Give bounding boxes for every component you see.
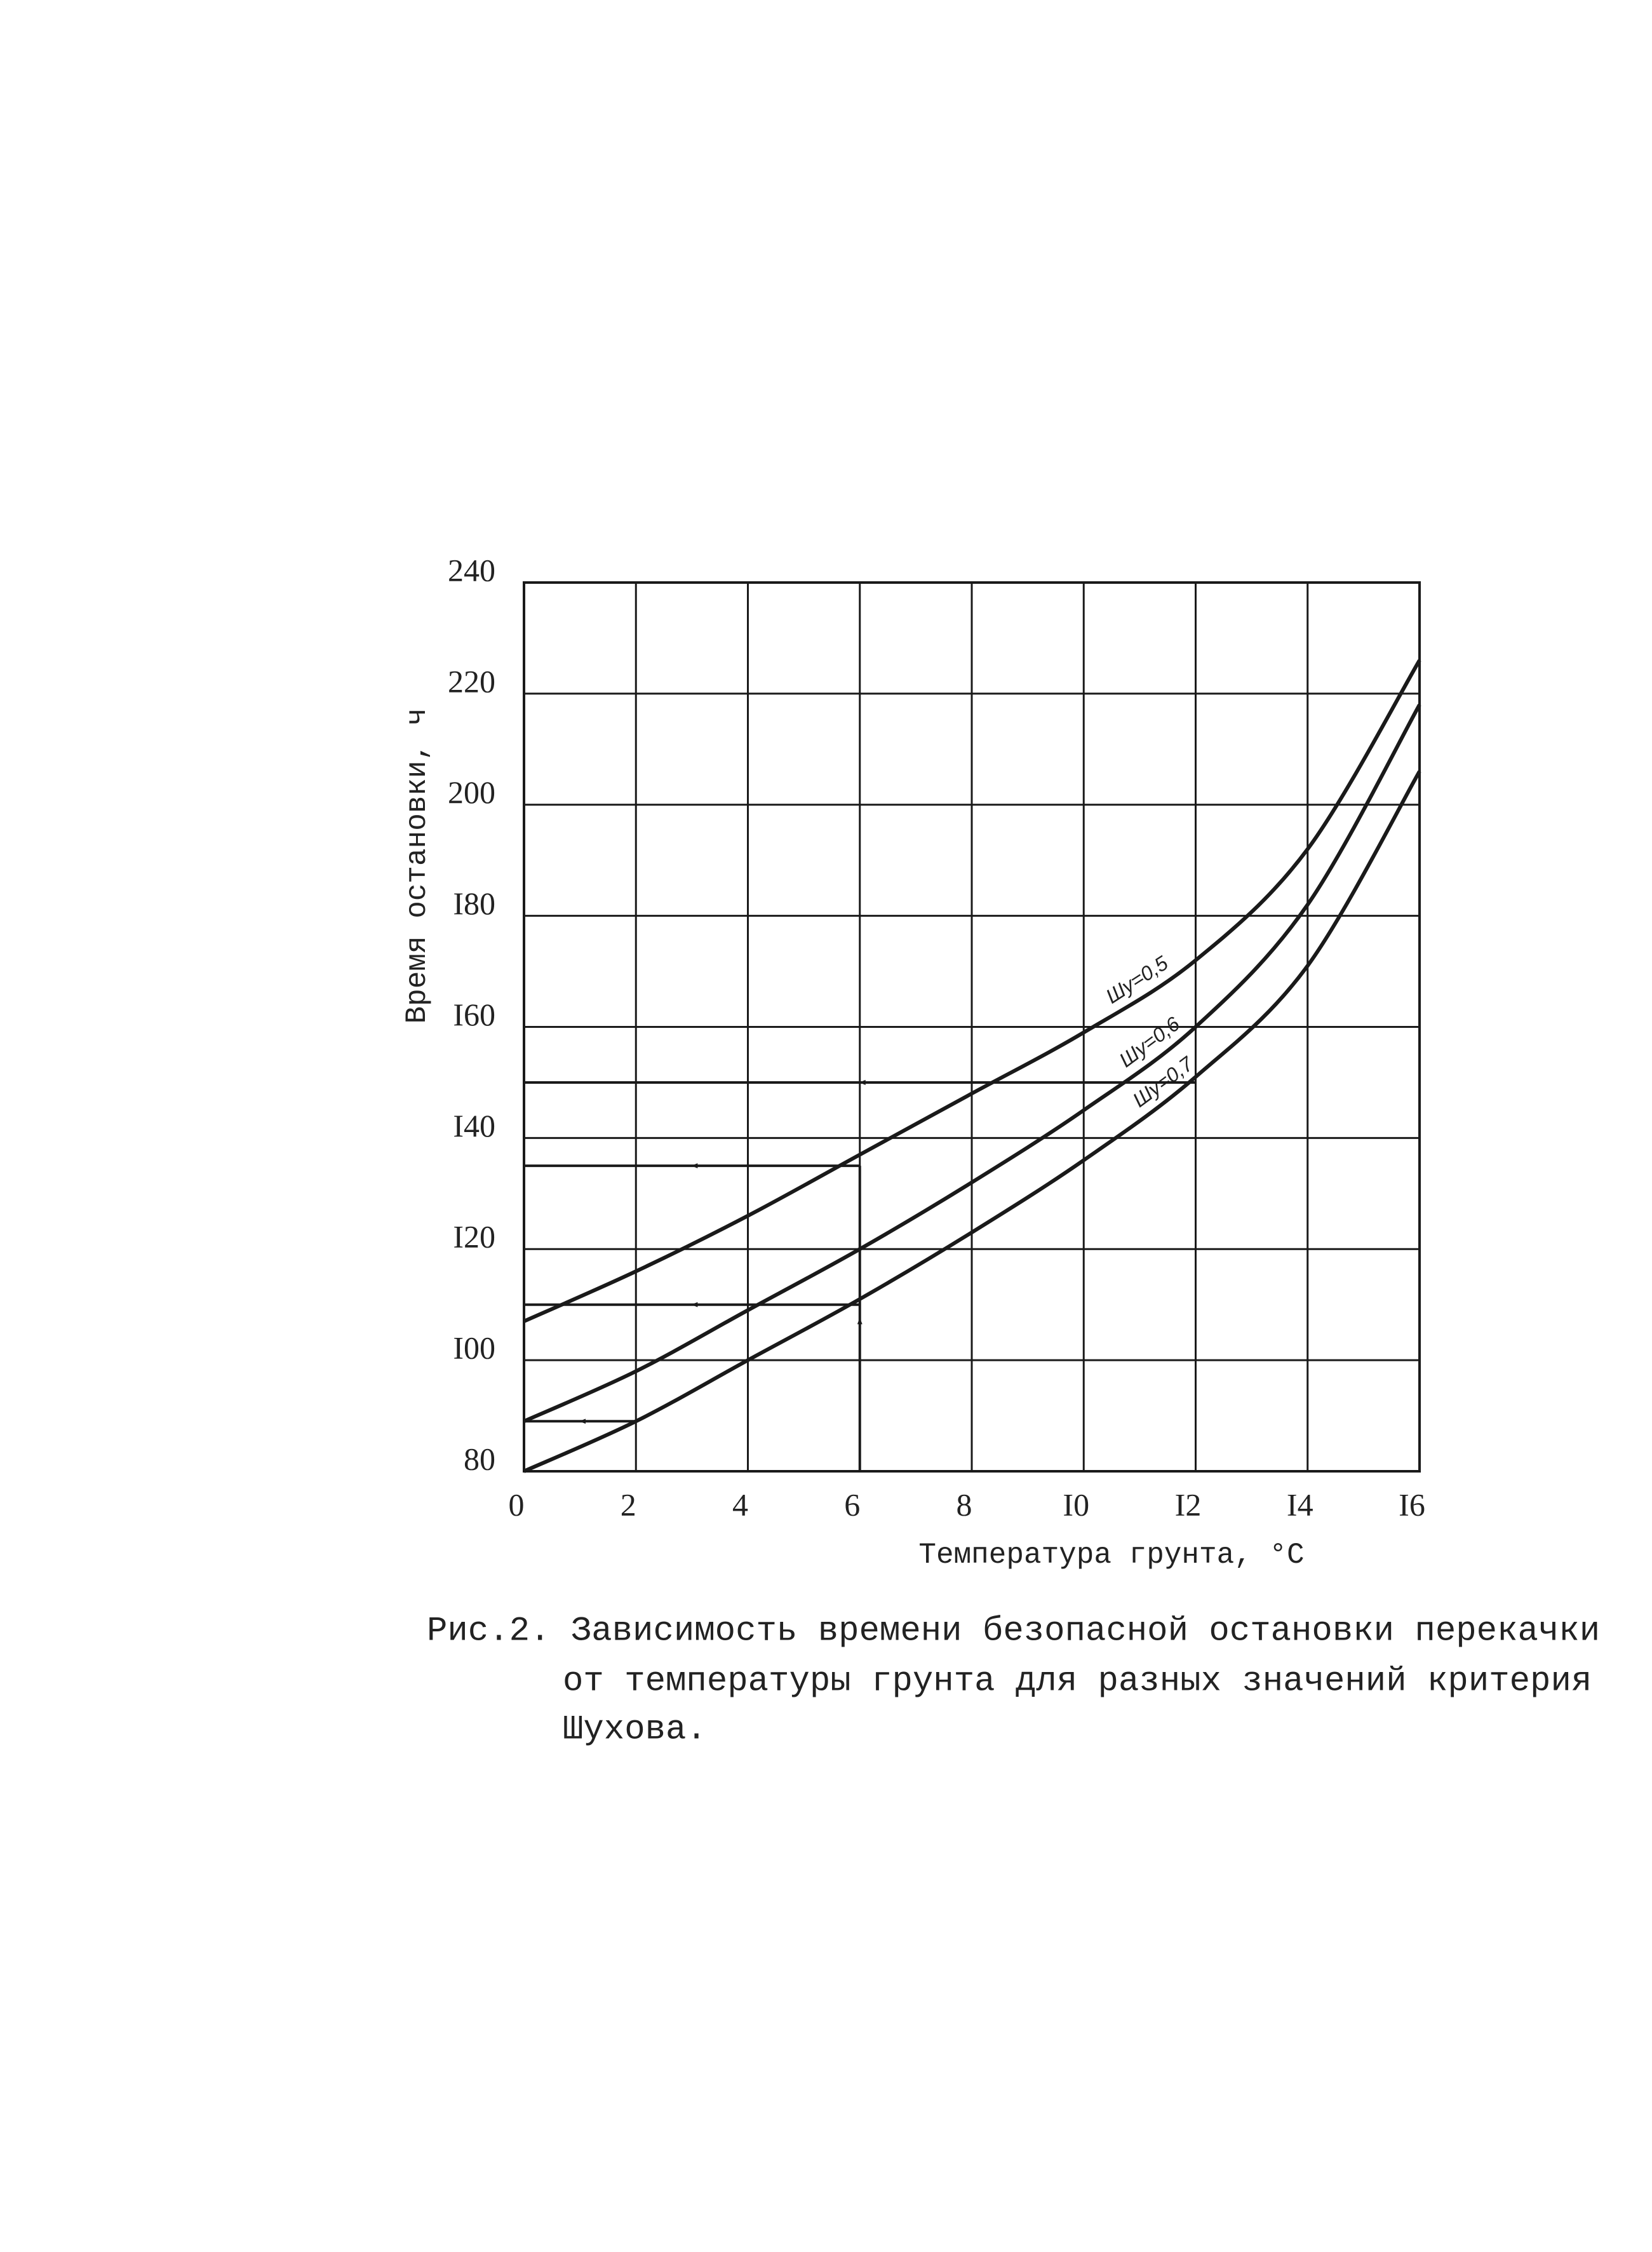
curve <box>523 770 1421 1473</box>
y-tick-label: I20 <box>453 1219 495 1255</box>
y-tick-label: I60 <box>453 997 495 1032</box>
plot-frame <box>523 581 1421 1473</box>
caption-line: от температуры грунта для разных значени… <box>563 1662 1592 1701</box>
curve <box>523 703 1421 1424</box>
y-tick-label: 220 <box>448 663 495 699</box>
caption-line: Рис.2. Зависимость времени безопасной ос… <box>427 1612 1600 1650</box>
y-tick-label: I00 <box>453 1330 495 1366</box>
y-tick-label: 200 <box>448 774 495 810</box>
x-tick-label: I0 <box>1063 1487 1089 1522</box>
x-tick-label: 2 <box>621 1487 636 1522</box>
curve <box>523 659 1421 1323</box>
y-tick-label: 80 <box>464 1441 495 1476</box>
y-tick-label: I40 <box>453 1108 495 1143</box>
y-axis-label: Время остановки, ч <box>401 708 434 1024</box>
y-tick-label: I80 <box>453 886 495 921</box>
y-tick-label: 240 <box>448 552 495 588</box>
x-tick-label: 8 <box>957 1487 972 1522</box>
x-tick-label: I6 <box>1399 1487 1425 1522</box>
x-tick-label: I2 <box>1175 1487 1202 1522</box>
x-axis-label: Температура грунта, °С <box>918 1539 1304 1572</box>
x-tick-label: 0 <box>509 1487 525 1522</box>
x-tick-label: I4 <box>1287 1487 1313 1522</box>
x-tick-label: 4 <box>732 1487 748 1522</box>
x-tick-label: 6 <box>844 1487 860 1522</box>
caption-line: Шухова. <box>563 1710 707 1749</box>
